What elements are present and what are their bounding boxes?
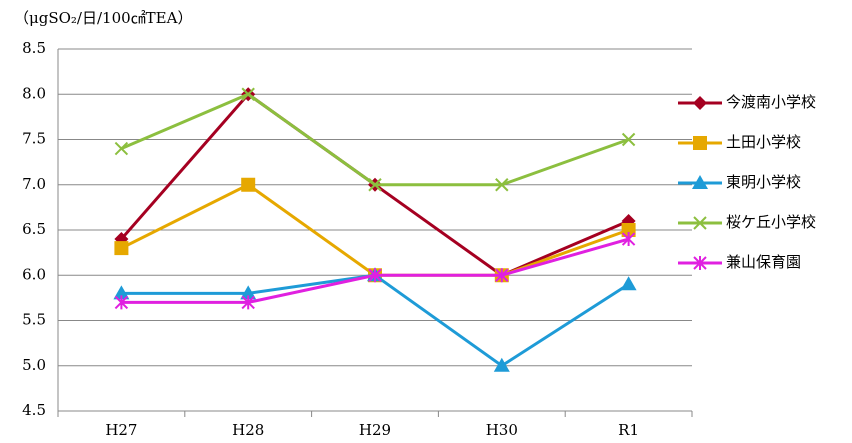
legend-marker xyxy=(693,216,707,230)
marker xyxy=(368,268,382,283)
unit-label: （μgSO₂/日/100㎠TEA） xyxy=(14,9,192,27)
y-tick-label: 8.0 xyxy=(22,84,46,102)
legend-marker xyxy=(692,175,708,189)
marker xyxy=(493,357,510,372)
marker xyxy=(240,285,257,300)
x-tick-label: H27 xyxy=(105,421,137,439)
marker xyxy=(241,295,255,310)
legend-marker xyxy=(693,256,707,270)
marker xyxy=(114,241,129,256)
marker xyxy=(241,87,255,101)
legend-entry: 土田小学校 xyxy=(678,133,801,151)
marker xyxy=(114,295,129,310)
marker xyxy=(113,285,130,300)
y-tick-label: 7.5 xyxy=(22,130,46,148)
y-tick-label: 6.0 xyxy=(22,265,46,283)
legend-entry: 今渡南小学校 xyxy=(678,93,816,111)
marker xyxy=(621,223,636,237)
marker xyxy=(495,178,509,192)
x-tick-label: H29 xyxy=(359,421,391,439)
legend-label: 今渡南小学校 xyxy=(726,93,816,111)
legend-marker xyxy=(693,96,707,110)
x-tick-label: H30 xyxy=(486,421,518,439)
legend-entry: 兼山保育園 xyxy=(678,253,801,271)
legend-entry: 桜ケ丘小学校 xyxy=(678,213,816,231)
legend-label: 土田小学校 xyxy=(726,133,801,151)
legend-label: 桜ケ丘小学校 xyxy=(726,213,816,231)
marker xyxy=(621,232,636,247)
y-tick-label: 5.0 xyxy=(22,356,46,374)
marker xyxy=(241,177,256,192)
legend-marker xyxy=(693,136,707,150)
y-tick-label: 4.5 xyxy=(22,401,46,419)
y-tick-label: 5.5 xyxy=(22,311,46,329)
marker xyxy=(114,141,129,156)
y-tick-label: 8.5 xyxy=(22,39,46,57)
y-tick-label: 7.0 xyxy=(22,175,46,193)
marker xyxy=(495,268,509,283)
y-tick-label: 6.5 xyxy=(22,220,46,238)
legend-label: 兼山保育園 xyxy=(726,253,801,271)
marker xyxy=(620,276,637,291)
marker xyxy=(368,178,382,192)
x-tick-label: R1 xyxy=(618,421,639,439)
legend-label: 東明小学校 xyxy=(726,173,801,191)
marker xyxy=(621,132,636,147)
x-tick-label: H28 xyxy=(232,421,264,439)
legend-entry: 東明小学校 xyxy=(678,173,801,191)
